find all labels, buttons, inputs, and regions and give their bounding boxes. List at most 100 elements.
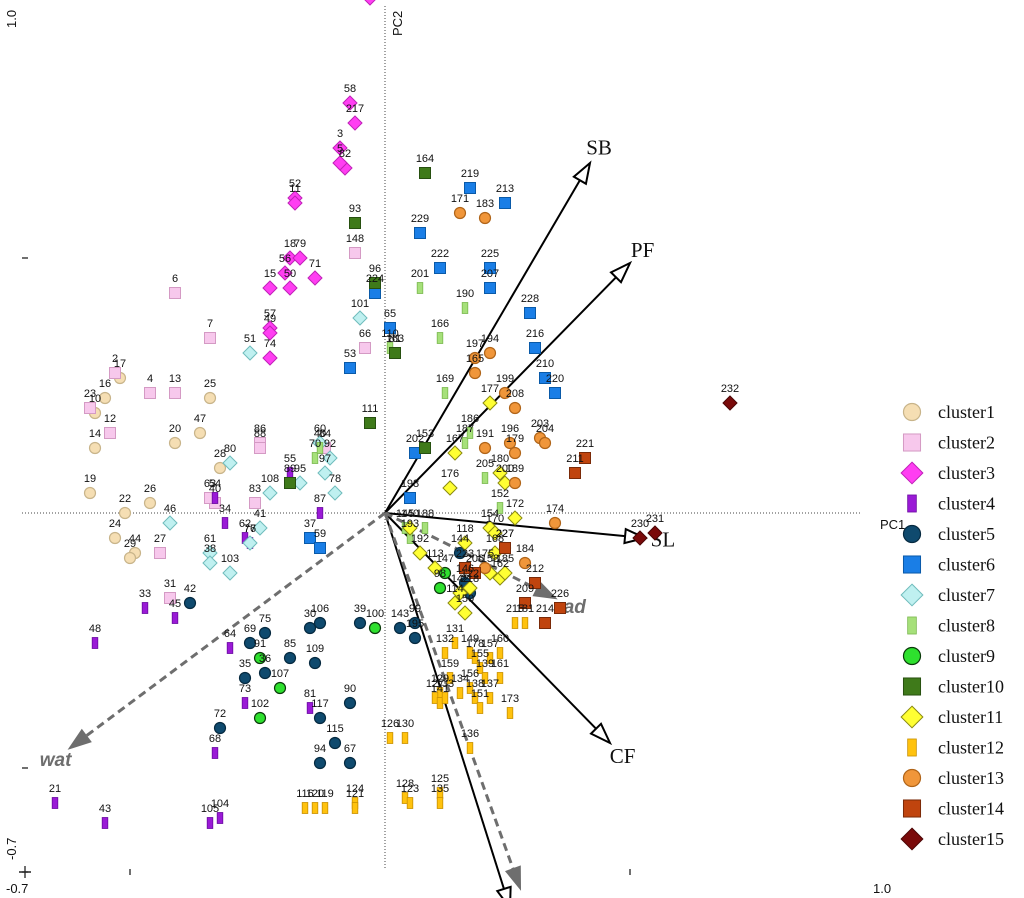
point-cluster12-135 bbox=[436, 797, 444, 809]
point-cluster13-191 bbox=[478, 441, 492, 455]
legend-swatch-cluster15 bbox=[900, 827, 924, 851]
point-label-69: 69 bbox=[244, 623, 256, 635]
point-label-145: 145 bbox=[396, 508, 414, 520]
data-points bbox=[51, 0, 738, 829]
legend-item-cluster5: cluster5 bbox=[902, 524, 995, 544]
point-cluster1-28 bbox=[213, 461, 227, 475]
point-cluster13-199 bbox=[498, 386, 512, 400]
legend-swatch-cluster14 bbox=[902, 799, 922, 818]
legend-label-cluster6: cluster6 bbox=[938, 555, 995, 575]
point-label-204: 204 bbox=[536, 423, 554, 435]
point-cluster5-69 bbox=[243, 636, 257, 650]
point-label-45: 45 bbox=[169, 598, 181, 610]
point-cluster8-152 bbox=[496, 502, 504, 514]
legend: cluster1 cluster2 cluster3 cluster4 cluster5… bbox=[900, 402, 1004, 851]
point-cluster1-25 bbox=[203, 391, 217, 405]
point-label-37: 37 bbox=[304, 518, 316, 530]
point-cluster2-88 bbox=[254, 442, 266, 454]
point-label-95: 95 bbox=[294, 463, 306, 475]
point-label-223: 223 bbox=[456, 548, 474, 560]
point-label-47: 47 bbox=[194, 413, 206, 425]
point-label-67: 67 bbox=[344, 743, 356, 755]
point-cluster7-103 bbox=[222, 565, 238, 581]
point-label-151: 151 bbox=[471, 688, 489, 700]
point-label-42: 42 bbox=[184, 583, 196, 595]
point-label-139: 139 bbox=[476, 658, 494, 670]
point-label-178: 178 bbox=[466, 638, 484, 650]
point-cluster10-163 bbox=[389, 347, 401, 359]
point-cluster5-144 bbox=[453, 546, 467, 560]
point-label-72: 72 bbox=[214, 708, 226, 720]
point-cluster5-39 bbox=[353, 616, 367, 630]
point-cluster11-118 bbox=[457, 535, 473, 551]
legend-item-cluster11: cluster11 bbox=[900, 705, 1003, 729]
y-tick-label-max: 1.0 bbox=[4, 10, 19, 28]
point-cluster12-173 bbox=[506, 707, 514, 719]
point-label-92: 92 bbox=[324, 438, 336, 450]
point-label-232: 232 bbox=[721, 383, 739, 395]
point-label-230: 230 bbox=[631, 518, 649, 530]
point-cluster14-214 bbox=[539, 617, 551, 629]
point-label-206: 206 bbox=[466, 553, 484, 565]
point-cluster4-48 bbox=[91, 637, 99, 649]
point-cluster5-42 bbox=[183, 596, 197, 610]
point-label-59: 59 bbox=[314, 528, 326, 540]
vector-temp-label: temp bbox=[503, 896, 548, 898]
point-label-156: 156 bbox=[461, 668, 479, 680]
point-label-197: 197 bbox=[466, 338, 484, 350]
point-cluster2-31 bbox=[164, 592, 176, 604]
point-cluster3-79 bbox=[292, 250, 308, 266]
point-cluster5-85 bbox=[283, 651, 297, 665]
point-cluster8-70 bbox=[311, 452, 319, 464]
point-label-201: 201 bbox=[411, 268, 429, 280]
point-label-224: 224 bbox=[366, 273, 384, 285]
point-label-41: 41 bbox=[254, 508, 266, 520]
point-label-227: 227 bbox=[496, 528, 514, 540]
point-label-115: 115 bbox=[326, 723, 344, 735]
series-cluster7 bbox=[162, 310, 368, 581]
point-cluster2-66 bbox=[359, 342, 371, 354]
legend-swatch-cluster11 bbox=[900, 705, 924, 729]
point-cluster3-56 bbox=[277, 265, 293, 281]
legend-swatch-cluster12 bbox=[907, 738, 917, 757]
legend-item-cluster7: cluster7 bbox=[900, 583, 995, 607]
legend-swatch-cluster13 bbox=[902, 768, 922, 788]
point-label-159: 159 bbox=[441, 658, 459, 670]
point-cluster4-104 bbox=[216, 812, 224, 824]
point-label-55: 55 bbox=[284, 453, 296, 465]
legend-item-cluster13: cluster13 bbox=[902, 768, 1004, 788]
point-label-181: 181 bbox=[516, 603, 534, 615]
point-cluster13-165 bbox=[468, 366, 482, 380]
point-label-11: 11 bbox=[289, 183, 300, 195]
point-cluster11-185 bbox=[497, 565, 513, 581]
point-label-168: 168 bbox=[486, 533, 504, 545]
point-label-93: 93 bbox=[349, 203, 361, 215]
point-label-12: 12 bbox=[104, 413, 116, 425]
point-label-82: 82 bbox=[339, 148, 351, 160]
point-cluster3-8 bbox=[364, 0, 376, 6]
point-cluster12-215 bbox=[511, 617, 519, 629]
point-cluster5-94 bbox=[313, 756, 327, 770]
point-label-179: 179 bbox=[506, 433, 524, 445]
point-cluster11-140 bbox=[402, 520, 418, 536]
point-cluster1-22 bbox=[118, 506, 132, 520]
point-cluster12-133 bbox=[441, 692, 449, 704]
point-label-176: 176 bbox=[441, 468, 459, 480]
point-cluster12-159 bbox=[446, 672, 454, 684]
point-cluster6-229 bbox=[414, 227, 426, 239]
point-label-51: 51 bbox=[244, 333, 256, 345]
point-cluster13-179 bbox=[508, 446, 522, 460]
point-cluster4-73 bbox=[241, 697, 249, 709]
legend-label-cluster2: cluster2 bbox=[938, 433, 995, 453]
series-cluster5 bbox=[183, 546, 477, 770]
point-label-15: 15 bbox=[264, 268, 276, 280]
point-cluster7-51 bbox=[242, 345, 258, 361]
point-label-175: 175 bbox=[476, 548, 494, 560]
point-cluster12-126 bbox=[386, 732, 394, 744]
point-label-28: 28 bbox=[214, 448, 226, 460]
point-cluster4-81 bbox=[306, 702, 314, 714]
point-label-162: 162 bbox=[491, 558, 509, 570]
point-cluster7-41 bbox=[252, 520, 268, 536]
point-cluster6-37 bbox=[304, 532, 316, 544]
point-label-198: 198 bbox=[401, 478, 419, 490]
